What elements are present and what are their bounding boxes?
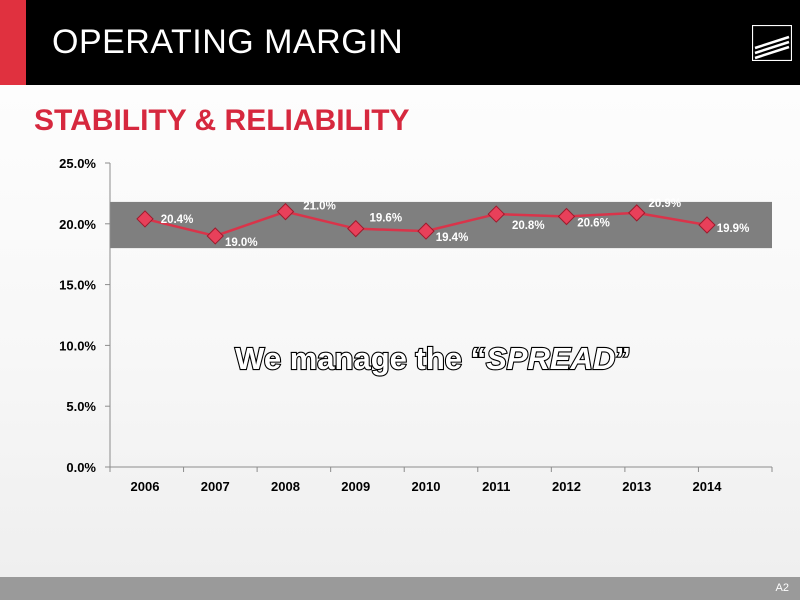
x-tick-label: 2011: [482, 479, 510, 494]
data-point-marker: [417, 222, 435, 240]
x-tick-label: 2010: [412, 479, 441, 494]
x-tick-label: 2007: [201, 479, 230, 494]
x-tick-label: 2013: [622, 479, 651, 494]
stripes-logo-icon: [752, 25, 792, 61]
data-label: 20.8%: [512, 220, 545, 232]
y-tick-label: 5.0%: [66, 399, 96, 414]
x-tick-label: 2008: [271, 479, 300, 494]
data-point-marker: [698, 216, 716, 234]
highlight-band: [110, 201, 772, 249]
data-point-marker: [487, 205, 505, 223]
y-tick-label: 15.0%: [59, 278, 96, 293]
annotation-suffix: ”: [615, 341, 631, 376]
x-tick-label: 2009: [341, 479, 370, 494]
page-title: OPERATING MARGIN: [52, 23, 404, 61]
footer-bar: A2: [0, 577, 800, 600]
operating-margin-line-chart: 0.0% 5.0% 10.0% 15.0% 20.0% 25.0% 2006 2007 2008…: [59, 156, 773, 494]
x-tick-label: 2006: [131, 479, 160, 494]
header-accent-stripe: [0, 0, 26, 85]
annotation-emphasis: SPREAD: [486, 341, 615, 376]
data-point-marker: [276, 202, 295, 221]
data-label: 19.4%: [436, 232, 469, 244]
section-subtitle: STABILITY & RELIABILITY: [34, 104, 410, 137]
data-label: 19.6%: [369, 213, 402, 225]
data-label: 21.0%: [303, 201, 336, 213]
data-label: 20.9%: [648, 198, 681, 210]
x-tick-label: 2012: [552, 479, 581, 494]
data-label: 19.9%: [717, 223, 750, 235]
data-label: 20.6%: [577, 218, 610, 230]
data-label: 20.4%: [161, 214, 194, 226]
page-number: A2: [775, 582, 789, 594]
data-point-marker: [557, 207, 576, 226]
annotation-prefix: We manage the “: [235, 341, 486, 376]
data-point-marker: [136, 210, 154, 228]
y-tick-label: 25.0%: [59, 156, 96, 171]
data-point-marker: [206, 227, 224, 245]
spread-annotation: We manage the “SPREAD”: [235, 341, 631, 376]
y-tick-label: 10.0%: [59, 338, 96, 353]
header-bar: OPERATING MARGIN: [0, 0, 800, 85]
data-label: 19.0%: [225, 237, 258, 249]
x-tick-label: 2014: [693, 479, 723, 494]
y-tick-label: 20.0%: [59, 217, 96, 232]
data-point-marker: [628, 204, 646, 222]
y-tick-label: 0.0%: [66, 460, 96, 475]
data-point-marker: [347, 219, 365, 238]
